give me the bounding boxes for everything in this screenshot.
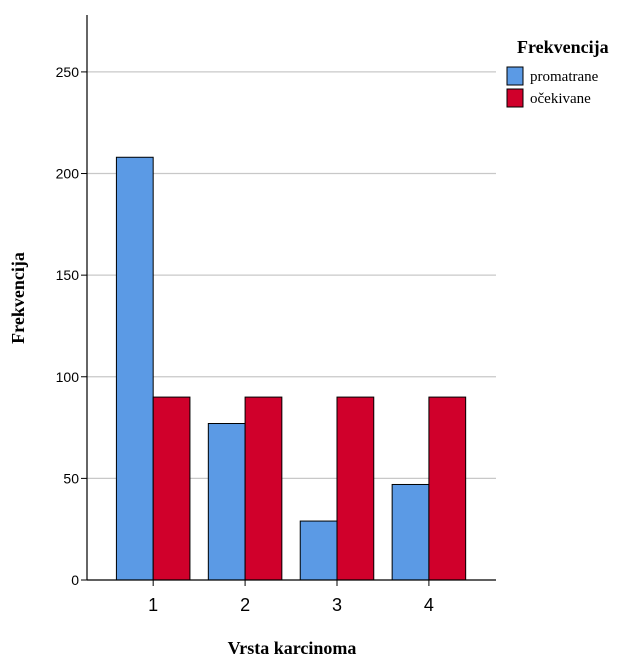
legend-title: Frekvencija — [517, 37, 609, 57]
x-axis-title: Vrsta karcinoma — [228, 638, 357, 657]
y-tick-label: 150 — [56, 267, 80, 283]
bar-promatrane-1 — [116, 157, 153, 580]
bar-oekivane-2 — [245, 397, 282, 580]
bars — [116, 157, 465, 580]
x-tick-label: 1 — [148, 595, 158, 615]
y-ticks: 0 50 100 150 200 250 — [56, 64, 87, 588]
y-tick-label: 0 — [71, 572, 79, 588]
y-tick-label: 250 — [56, 64, 80, 80]
bar-promatrane-2 — [208, 424, 245, 580]
legend-swatch — [507, 89, 523, 107]
bar-promatrane-4 — [392, 484, 429, 580]
y-tick-label: 100 — [56, 369, 80, 385]
bar-oekivane-4 — [429, 397, 466, 580]
legend: Frekvencija promatrane očekivane — [507, 37, 609, 107]
y-tick-label: 50 — [63, 470, 79, 486]
bar-oekivane-1 — [153, 397, 190, 580]
x-tick-label: 2 — [240, 595, 250, 615]
legend-swatch — [507, 67, 523, 85]
y-tick-label: 200 — [56, 166, 80, 182]
bar-oekivane-3 — [337, 397, 374, 580]
x-tick-label: 4 — [424, 595, 434, 615]
legend-label: promatrane — [530, 69, 599, 85]
legend-label: očekivane — [530, 91, 591, 107]
bar-promatrane-3 — [300, 521, 337, 580]
x-ticks: 1 2 3 4 — [148, 580, 434, 615]
x-tick-label: 3 — [332, 595, 342, 615]
y-axis-title: Frekvencija — [8, 252, 28, 344]
